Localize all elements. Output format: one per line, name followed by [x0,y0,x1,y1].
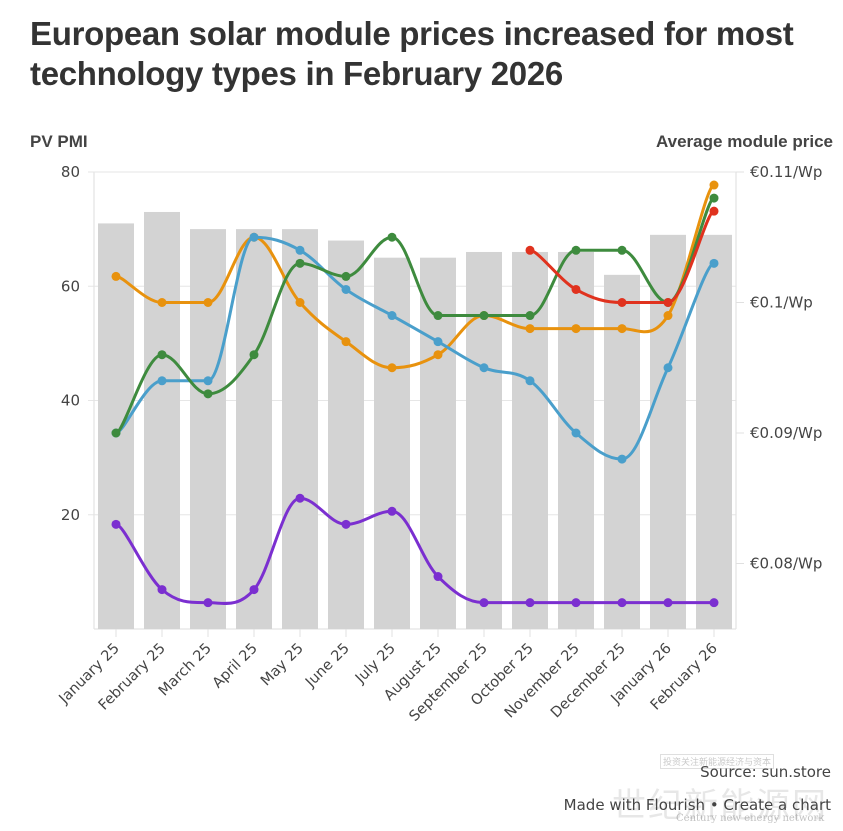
x-tick-label: April 25 [210,641,261,692]
green-series-point [709,193,719,203]
pmi-bar [236,229,272,629]
left-tick-label: 80 [61,163,80,181]
right-tick-label: €0.1/Wp [750,294,813,312]
blue-series-point [249,232,259,242]
purple-series-point [111,519,121,529]
red-series-point [663,298,673,307]
orange-series-point [157,298,167,307]
pmi-bar [328,240,364,630]
pmi-bar [696,234,732,629]
red-series-point [709,206,719,216]
purple-series [111,493,719,608]
bars-group [98,211,732,630]
blue-series-point [709,258,719,268]
purple-series-point [341,519,351,529]
purple-series-point [157,585,167,595]
left-axis-title: PV PMI [30,132,88,151]
pmi-bar [282,229,318,629]
green-series-point [295,258,305,268]
blue-series-point [157,376,167,386]
x-tick-label: June 25 [302,641,353,692]
green-series-point [341,271,351,281]
purple-series-point [203,598,213,608]
purple-series-point [479,598,489,608]
blue-series-point [387,311,397,321]
orange-series-point [387,363,397,373]
pmi-bar [98,223,134,629]
green-series-point [249,350,259,360]
purple-series-point [525,598,535,608]
purple-series-point [387,506,397,516]
lines-group [111,180,719,608]
pmi-bar [190,229,226,629]
blue-series-point [479,363,489,373]
x-tick-label: July 25 [352,641,399,688]
orange-series-point [663,311,673,321]
orange-series-point [709,180,719,190]
made-with-flourish-link[interactable]: Made with Flourish • Create a chart [563,796,831,814]
orange-series-line [114,183,716,370]
red-series-point [525,245,535,255]
blue-series-point [341,284,351,294]
purple-series-point [571,598,581,608]
left-tick-label: 20 [61,506,80,524]
red-series [525,206,719,307]
purple-series-point [249,585,259,595]
orange-series-point [571,324,581,334]
blue-series-point [433,337,443,347]
orange-series [111,180,719,373]
pmi-bar [558,251,594,629]
pmi-bar [466,251,502,629]
blue-series-point [203,376,213,386]
orange-series-point [295,298,305,307]
green-series-point [617,245,627,255]
right-tick-label: €0.09/Wp [750,424,822,442]
left-tick-label: 60 [61,277,80,295]
orange-series-point [433,350,443,360]
purple-series-point [295,493,305,503]
blue-series-point [617,454,627,464]
green-series-point [479,311,489,321]
blue-series-point [295,245,305,255]
blue-series-point [663,363,673,373]
purple-series-point [709,598,719,608]
green-series-point [157,350,167,360]
right-tick-label: €0.08/Wp [750,555,822,573]
red-series-point [571,284,581,294]
orange-series-point [341,337,351,347]
right-tick-label: €0.11/Wp [750,163,822,181]
pmi-bar [144,211,180,630]
purple-series-point [617,598,627,608]
orange-series-point [203,298,213,307]
purple-series-point [663,598,673,608]
chart-title: European solar module prices increased f… [30,15,794,92]
pmi-bar [512,251,548,629]
green-series-point [111,428,121,438]
right-axis: €0.08/Wp €0.09/Wp €0.1/Wp €0.11/Wp [736,163,822,573]
green-series-point [525,311,535,321]
green-series-point [387,232,397,242]
red-series-point [617,298,627,307]
orange-series-point [617,324,627,334]
blue-series-point [525,376,535,386]
green-series-point [571,245,581,255]
right-axis-title: Average module price [656,132,833,151]
source-note: Source: sun.store [700,763,831,781]
x-tick-label: September 25 [407,641,491,725]
blue-series-point [571,428,581,438]
left-axis: 20 40 60 80 [61,163,80,524]
x-tick-label: May 25 [258,641,307,690]
orange-series-point [525,324,535,334]
orange-series-point [111,271,121,281]
green-series-point [203,389,213,399]
purple-series-point [433,572,443,582]
left-tick-label: 40 [61,392,80,410]
green-series-point [433,311,443,321]
